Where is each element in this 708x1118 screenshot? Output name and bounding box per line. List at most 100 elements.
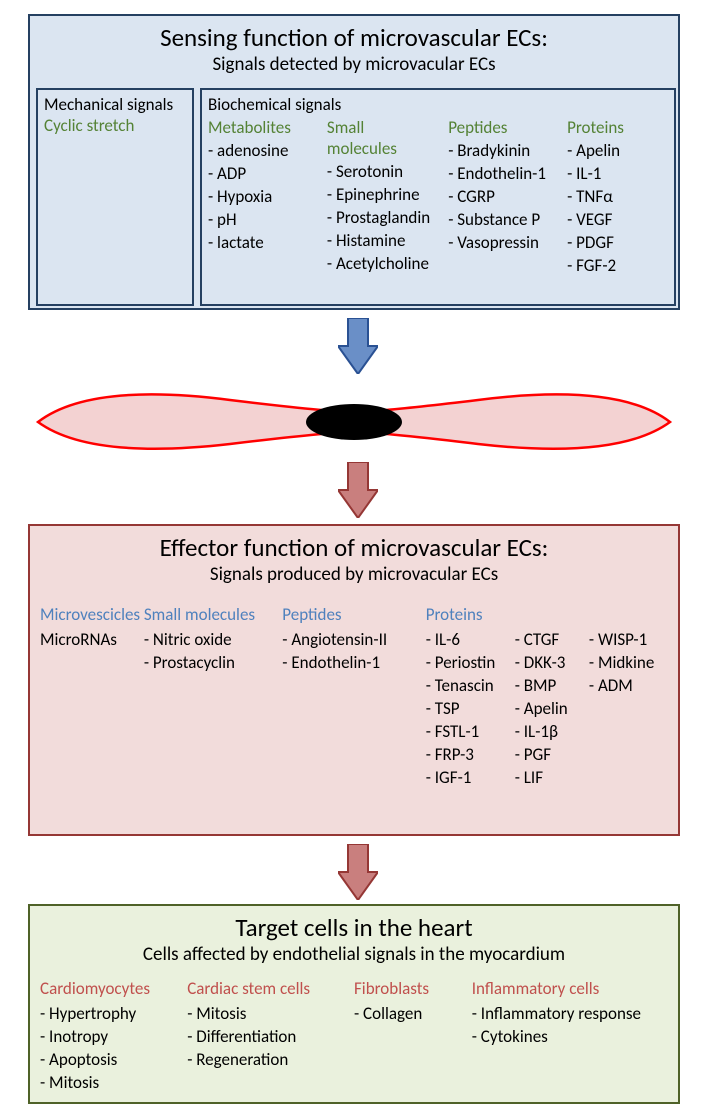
list-item: - Inotropy — [40, 1026, 187, 1049]
list-item: - BMP — [515, 675, 589, 698]
mechanical-signals-box: Mechanical signals Cyclic stretch — [36, 88, 194, 306]
list-item: - Substance P — [448, 209, 549, 232]
list-item: - TNFα — [567, 186, 668, 209]
proteins-head: Proteins — [567, 117, 668, 138]
list-item: - Apelin — [515, 698, 589, 721]
sensing-title: Sensing function of microvascular ECs: — [30, 22, 678, 53]
list-item: - Prostacyclin — [144, 652, 282, 675]
target-subtitle: Cells affected by endothelial signals in… — [40, 943, 668, 966]
small-molecules-col: Small molecules - Serotonin - Epinephrin… — [327, 117, 430, 278]
list-item: - Apoptosis — [40, 1049, 187, 1072]
list-item: - Vasopressin — [448, 232, 549, 255]
list-item: - Nitric oxide — [144, 629, 282, 652]
list-item: - FSTL-1 — [426, 721, 515, 744]
list-item: - Collagen — [354, 1003, 472, 1026]
stem-cells-head: Cardiac stem cells — [187, 978, 354, 999]
list-item: - IL-6 — [426, 629, 515, 652]
list-item: - Cytokines — [472, 1026, 668, 1049]
list-item: - Prostaglandin — [327, 207, 430, 230]
list-item: - Serotonin — [327, 161, 430, 184]
effector-peptides-head: Peptides — [282, 604, 425, 625]
proteins-col: Proteins - Apelin - IL-1 - TNFα - VEGF -… — [567, 117, 668, 278]
list-item: - Inflammatory response — [472, 1003, 668, 1026]
arrow-down-blue-icon — [338, 318, 378, 374]
effector-peptides-col: Peptides - Angiotensin-II - Endothelin-1 — [282, 604, 425, 790]
effector-proteins-col2: - CTGF - DKK-3 - BMP - Apelin - IL-1β - … — [515, 604, 589, 790]
small-molecules-head: Small molecules — [327, 117, 430, 159]
inflammatory-head: Inflammatory cells — [472, 978, 668, 999]
list-item: - adenosine — [208, 140, 309, 163]
list-item: - IL-1 — [567, 163, 668, 186]
cardiomyocytes-head: Cardiomyocytes — [40, 978, 187, 999]
metabolites-col: Metabolites - adenosine - ADP - Hypoxia … — [208, 117, 309, 278]
microvesicles-col: Microvescicles MicroRNAs — [40, 604, 144, 790]
list-item: - Endothelin-1 — [282, 652, 425, 675]
list-item: - Histamine — [327, 230, 430, 253]
list-item: - TSP — [426, 698, 515, 721]
effector-subtitle: Signals produced by microvacular ECs — [40, 563, 668, 586]
effector-small-head: Small molecules — [144, 604, 282, 625]
arrow-down-red-icon — [338, 462, 378, 518]
target-panel: Target cells in the heart Cells affected… — [28, 904, 680, 1104]
list-item: - Apelin — [567, 140, 668, 163]
arrow-down-red-icon — [338, 844, 378, 900]
sensing-panel: Sensing function of microvascular ECs: S… — [28, 14, 680, 310]
list-item: - Mitosis — [40, 1072, 187, 1095]
list-item: - Mitosis — [187, 1003, 354, 1026]
cardiomyocytes-col: Cardiomyocytes - Hypertrophy - Inotropy … — [40, 978, 187, 1095]
stem-cells-col: Cardiac stem cells - Mitosis - Different… — [187, 978, 354, 1095]
list-item: MicroRNAs — [40, 629, 144, 652]
fibroblasts-head: Fibroblasts — [354, 978, 472, 999]
list-item: - IGF-1 — [426, 767, 515, 790]
effector-proteins-col3: - WISP-1 - Midkine - ADM — [589, 604, 668, 790]
metabolites-head: Metabolites — [208, 117, 309, 138]
effector-title: Effector function of microvascular ECs: — [40, 532, 668, 563]
list-item: - CTGF — [515, 629, 589, 652]
biochemical-signals-box: Biochemical signals Metabolites - adenos… — [200, 88, 676, 306]
mechanical-header: Mechanical signals — [44, 94, 186, 115]
list-item: - lactate — [208, 232, 309, 255]
list-item: - pH — [208, 209, 309, 232]
list-item: - ADP — [208, 163, 309, 186]
list-item: - VEGF — [567, 209, 668, 232]
list-item: - Epinephrine — [327, 184, 430, 207]
list-item: - FGF-2 — [567, 255, 668, 278]
biochemical-header: Biochemical signals — [208, 94, 668, 115]
list-item: - Differentiation — [187, 1026, 354, 1049]
mechanical-item: Cyclic stretch — [44, 115, 186, 136]
peptides-col: Peptides - Bradykinin - Endothelin-1 - C… — [448, 117, 549, 278]
target-title: Target cells in the heart — [40, 912, 668, 943]
list-item: - Periostin — [426, 652, 515, 675]
effector-proteins-head: Proteins — [426, 604, 515, 625]
list-item: - Endothelin-1 — [448, 163, 549, 186]
list-item: - Tenascin — [426, 675, 515, 698]
list-item: - PGF — [515, 744, 589, 767]
list-item: - Bradykinin — [448, 140, 549, 163]
list-item: - Hypertrophy — [40, 1003, 187, 1026]
effector-small-col: Small molecules - Nitric oxide - Prostac… — [144, 604, 282, 790]
effector-proteins-col1: Proteins - IL-6 - Periostin - Tenascin -… — [426, 604, 515, 790]
list-item: - Regeneration — [187, 1049, 354, 1072]
inflammatory-col: Inflammatory cells - Inflammatory respon… — [472, 978, 668, 1095]
list-item: - PDGF — [567, 232, 668, 255]
list-item: - ADM — [589, 675, 668, 698]
endothelial-cell-icon — [30, 372, 678, 466]
list-item: - Angiotensin-II — [282, 629, 425, 652]
list-item: - IL-1β — [515, 721, 589, 744]
fibroblasts-col: Fibroblasts - Collagen — [354, 978, 472, 1095]
list-item: - Acetylcholine — [327, 253, 430, 276]
target-header: Target cells in the heart Cells affected… — [40, 912, 668, 966]
list-item: - DKK-3 — [515, 652, 589, 675]
effector-header: Effector function of microvascular ECs: … — [40, 532, 668, 586]
list-item: - CGRP — [448, 186, 549, 209]
list-item: - FRP-3 — [426, 744, 515, 767]
list-item: - Hypoxia — [208, 186, 309, 209]
microvesicles-head: Microvescicles — [40, 604, 144, 625]
list-item: - Midkine — [589, 652, 668, 675]
peptides-head: Peptides — [448, 117, 549, 138]
sensing-header: Sensing function of microvascular ECs: S… — [30, 16, 678, 80]
list-item: - LIF — [515, 767, 589, 790]
sensing-subtitle: Signals detected by microvacular ECs — [30, 53, 678, 76]
effector-panel: Effector function of microvascular ECs: … — [28, 524, 680, 836]
list-item: - WISP-1 — [589, 629, 668, 652]
